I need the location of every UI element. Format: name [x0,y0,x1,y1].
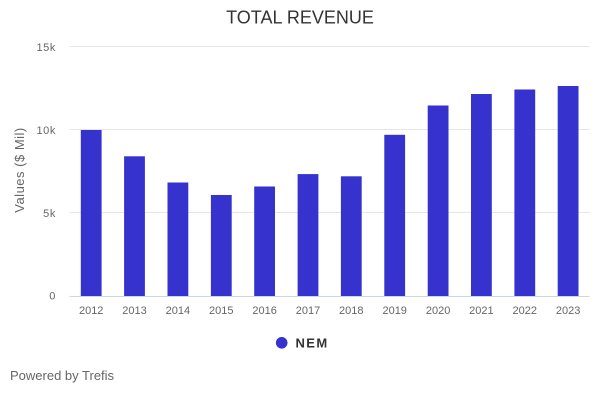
svg-text:0: 0 [49,291,56,303]
svg-text:2012: 2012 [79,305,103,317]
svg-text:5k: 5k [43,208,56,220]
svg-text:NEM: NEM [296,335,329,350]
svg-text:2015: 2015 [209,305,233,317]
svg-text:2018: 2018 [339,305,363,317]
svg-text:2021: 2021 [469,305,493,317]
svg-text:2013: 2013 [122,305,146,317]
svg-text:Powered by Trefis: Powered by Trefis [10,368,115,383]
svg-text:2019: 2019 [382,305,406,317]
svg-text:2023: 2023 [556,305,580,317]
svg-text:2017: 2017 [296,305,320,317]
svg-text:2014: 2014 [166,305,190,317]
svg-text:10k: 10k [36,125,56,137]
svg-text:2020: 2020 [426,305,450,317]
svg-text:TOTAL REVENUE: TOTAL REVENUE [226,8,374,28]
svg-text:2016: 2016 [252,305,276,317]
svg-text:15k: 15k [36,42,56,54]
svg-text:2022: 2022 [513,305,537,317]
svg-text:Values ($ Mil): Values ($ Mil) [12,127,27,213]
